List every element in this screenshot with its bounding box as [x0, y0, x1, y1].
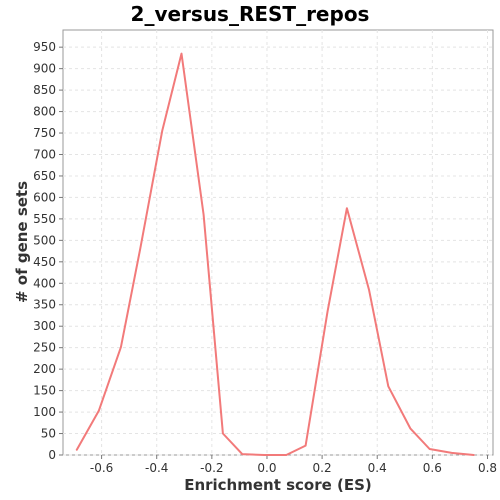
gridlines — [63, 30, 493, 456]
x-tick-label: 0.6 — [423, 461, 442, 475]
y-tick-label: 550 — [33, 212, 56, 226]
y-tick-label: 700 — [33, 147, 56, 161]
y-axis-title: # of gene sets — [13, 181, 31, 303]
y-tick-label: 450 — [33, 255, 56, 269]
x-tick-label: -0.2 — [200, 461, 223, 475]
y-tick-label: 0 — [48, 448, 56, 462]
y-tick-label: 100 — [33, 405, 56, 419]
y-tick-label: 250 — [33, 341, 56, 355]
y-tick-label: 200 — [33, 362, 56, 376]
plot-area — [62, 29, 494, 456]
axis-ticks — [59, 46, 488, 459]
y-tick-label: 400 — [33, 276, 56, 290]
y-tick-label: 350 — [33, 298, 56, 312]
chart-title: 2_versus_REST_repos — [131, 2, 370, 26]
y-tick-label: 150 — [33, 384, 56, 398]
y-tick-label: 300 — [33, 319, 56, 333]
y-tick-label: 850 — [33, 83, 56, 97]
y-tick-label: 750 — [33, 126, 56, 140]
y-tick-label: 950 — [33, 40, 56, 54]
x-axis-title: Enrichment score (ES) — [184, 476, 372, 494]
y-tick-label: 900 — [33, 62, 56, 76]
x-tick-label: 0.8 — [478, 461, 497, 475]
y-tick-label: 800 — [33, 105, 56, 119]
x-tick-label: 0.0 — [257, 461, 276, 475]
y-tick-label: 600 — [33, 190, 56, 204]
x-tick-label: 0.4 — [368, 461, 387, 475]
x-tick-label: -0.6 — [90, 461, 113, 475]
y-tick-label: 500 — [33, 233, 56, 247]
es-distribution-line — [75, 52, 475, 456]
x-axis-tick-labels: -0.6 -0.4 -0.2 0.0 0.2 0.4 0.6 0.8 — [90, 461, 497, 475]
y-axis-tick-labels: 0 50 100 150 200 250 300 350 400 450 500 550 600 650 7… — [33, 40, 56, 462]
x-tick-label: -0.4 — [145, 461, 168, 475]
y-tick-label: 50 — [41, 427, 56, 441]
x-tick-label: 0.2 — [313, 461, 332, 475]
y-tick-label: 650 — [33, 169, 56, 183]
